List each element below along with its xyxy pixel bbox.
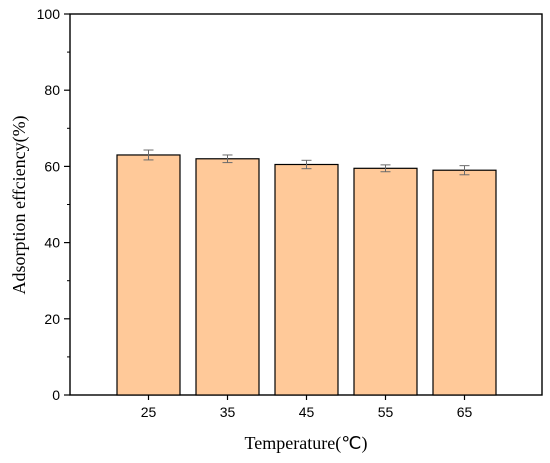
y-axis-title: Adsorption effciency(%): [9, 115, 30, 294]
axis-ticks: 0 20 40 60 80 100 25 35 45 55 65: [37, 6, 473, 420]
y-tick-label: 100: [37, 6, 61, 22]
x-axis-title: Temperature(℃): [245, 433, 368, 454]
bars: [116, 154, 497, 396]
y-tick-label: 0: [52, 387, 60, 403]
x-tick-label: 45: [299, 404, 315, 420]
y-tick-label: 20: [44, 311, 60, 327]
y-tick-label: 60: [44, 158, 60, 174]
x-tick-label: 35: [220, 404, 236, 420]
bar: [432, 169, 497, 396]
x-tick-label: 25: [141, 404, 157, 420]
bar: [353, 167, 418, 396]
y-tick-label: 80: [44, 82, 60, 98]
bar: [195, 158, 260, 396]
error-bars: [143, 149, 470, 176]
y-tick-label: 40: [44, 235, 60, 251]
x-tick-label: 65: [457, 404, 473, 420]
bar: [116, 154, 181, 396]
x-tick-label: 55: [378, 404, 394, 420]
bar: [274, 163, 339, 396]
